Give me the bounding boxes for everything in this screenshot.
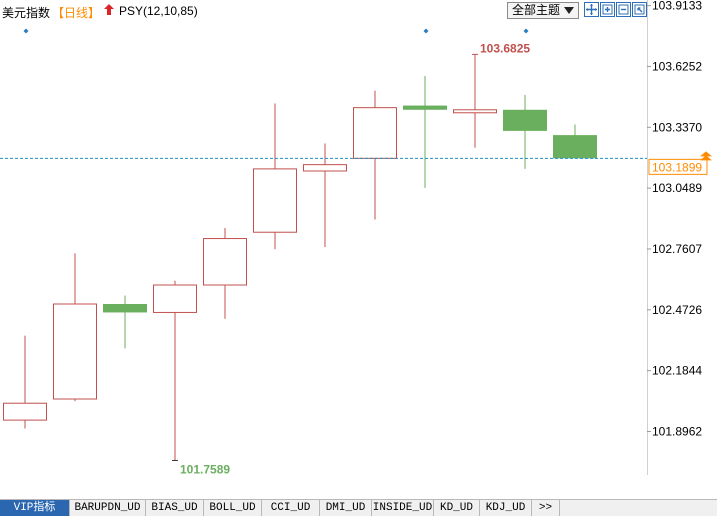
- candle[interactable]: [553, 124, 597, 159]
- candle[interactable]: [103, 295, 147, 349]
- candle-body: [553, 135, 597, 159]
- candle[interactable]: [203, 228, 247, 319]
- chart-header: 美元指数 【日线】 PSY(12,10,85) 全部主题: [0, 0, 717, 22]
- indicator-label[interactable]: PSY(12,10,85): [119, 4, 198, 18]
- y-tick-label: 102.4726: [652, 303, 702, 317]
- max-price-label: 103.6825: [480, 41, 530, 55]
- y-tick-label: 102.1844: [652, 364, 702, 378]
- zoom-out-icon: [618, 4, 629, 15]
- candle-body: [53, 303, 97, 400]
- min-price-label: 101.7589: [180, 462, 230, 476]
- candle[interactable]: [253, 103, 297, 250]
- crosshair-icon: [586, 4, 597, 15]
- zoom-in-button[interactable]: [600, 2, 615, 17]
- theme-dropdown-label: 全部主题: [512, 3, 561, 17]
- candles-layer: [3, 28, 597, 461]
- chevron-down-icon: [564, 7, 574, 14]
- y-tick-label: 103.6252: [652, 59, 702, 73]
- restore-button[interactable]: [632, 2, 647, 17]
- event-marker-icon[interactable]: [23, 28, 29, 34]
- candlestick-chart[interactable]: 103.9133 103.6252 103.3370 103.0489 102.7607…: [0, 0, 717, 499]
- candle-body: [503, 109, 547, 131]
- event-marker-icon[interactable]: [523, 28, 529, 34]
- candle-body: [253, 168, 297, 233]
- y-tick-label: 103.0489: [652, 181, 702, 195]
- candle-body: [353, 107, 397, 159]
- tab-vip[interactable]: VIP指标: [0, 500, 70, 516]
- candle[interactable]: [303, 143, 347, 247]
- candle[interactable]: [153, 280, 197, 461]
- tab-indicator[interactable]: BOLL_UD: [204, 500, 262, 516]
- tab-more[interactable]: >>: [532, 500, 560, 516]
- tab-indicator[interactable]: CCI_UD: [262, 500, 320, 516]
- candle[interactable]: [353, 90, 397, 220]
- tab-indicator[interactable]: INSIDE_UD: [372, 500, 434, 516]
- tab-indicator[interactable]: KD_UD: [434, 500, 480, 516]
- price-marker-icon: [700, 151, 712, 161]
- candle[interactable]: [403, 76, 447, 188]
- theme-dropdown[interactable]: 全部主题: [507, 2, 579, 19]
- event-marker-icon[interactable]: [423, 28, 429, 34]
- y-tick-label: 103.3370: [652, 120, 702, 134]
- y-tick-label: 101.8962: [652, 424, 702, 438]
- y-tick-label: 102.7607: [652, 242, 702, 256]
- zoom-in-icon: [602, 4, 613, 15]
- red-up-arrow-icon: [104, 4, 114, 15]
- y-axis: 103.9133 103.6252 103.3370 103.0489 102.7607…: [647, 0, 702, 438]
- crosshair-button[interactable]: [584, 2, 599, 17]
- tab-indicator[interactable]: BIAS_UD: [146, 500, 204, 516]
- period-label[interactable]: 【日线】: [52, 6, 101, 20]
- zoom-out-button[interactable]: [616, 2, 631, 17]
- candle-body: [153, 284, 197, 313]
- candle-body: [103, 304, 147, 313]
- tab-indicator[interactable]: KDJ_UD: [480, 500, 532, 516]
- candle-body: [203, 238, 247, 286]
- restore-icon: [634, 4, 645, 15]
- candle-body: [403, 105, 447, 110]
- tab-indicator[interactable]: DMI_UD: [320, 500, 372, 516]
- current-price-label: 103.1899: [652, 160, 702, 174]
- candle-body: [453, 109, 497, 114]
- indicator-tabs: VIP指标 BARUPDN_UD BIAS_UD BOLL_UD CCI_UD DMI_U…: [0, 499, 717, 516]
- candle-body: [3, 402, 47, 421]
- candle[interactable]: [3, 335, 47, 429]
- candle[interactable]: [503, 95, 547, 169]
- instrument-title: 美元指数: [2, 6, 51, 20]
- tab-indicator[interactable]: BARUPDN_UD: [70, 500, 146, 516]
- y-tick-label: 103.9133: [652, 0, 702, 13]
- candle[interactable]: [453, 54, 497, 148]
- candle-body: [303, 164, 347, 172]
- current-price-box: [648, 158, 708, 175]
- candle[interactable]: [53, 253, 97, 402]
